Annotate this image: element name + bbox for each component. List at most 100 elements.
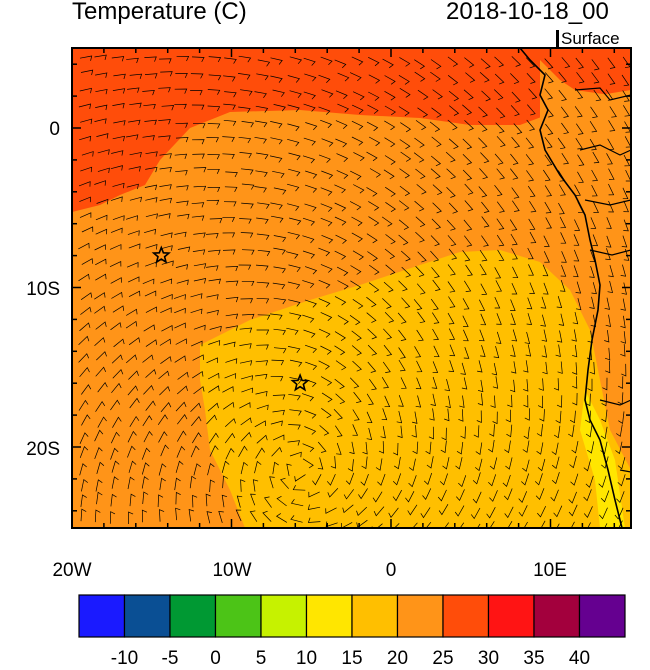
wind-barb <box>544 72 554 84</box>
wind-barb <box>462 154 473 165</box>
wind-barb <box>513 123 523 135</box>
wind-barb <box>287 183 300 192</box>
wind-barb <box>289 56 303 65</box>
wind-barb <box>190 308 203 315</box>
wind-barb <box>302 217 316 226</box>
wind-barb <box>112 368 124 379</box>
wind-barb <box>432 279 441 291</box>
wind-barb <box>351 136 364 146</box>
wind-barb <box>495 122 505 134</box>
wind-barb <box>336 153 349 162</box>
wind-barb <box>287 104 300 113</box>
wind-barb <box>143 324 155 332</box>
wind-barb <box>193 324 206 331</box>
wind-barb <box>439 473 448 486</box>
wind-barb <box>128 119 141 126</box>
wind-barb <box>192 354 204 361</box>
wind-barb <box>464 183 474 195</box>
wind-barb <box>320 56 333 66</box>
wind-barb <box>537 395 543 409</box>
colorbar-label: 20 <box>386 648 409 669</box>
wind-barb <box>175 338 187 345</box>
wind-barb <box>585 424 593 438</box>
wind-barb <box>193 123 206 129</box>
wind-barb <box>289 217 302 226</box>
wind-barb <box>207 402 219 412</box>
wind-barb <box>142 491 149 505</box>
wind-barb <box>368 56 380 67</box>
wind-barb <box>176 445 186 458</box>
star-1-marker <box>151 245 171 264</box>
wind-barb <box>401 297 411 309</box>
wind-barb <box>608 265 614 278</box>
wind-barb <box>321 234 334 244</box>
wind-barb <box>415 377 422 390</box>
wind-barb <box>287 346 301 354</box>
wind-barb <box>175 460 184 473</box>
wind-barb <box>413 299 423 311</box>
wind-barb <box>545 217 552 229</box>
wind-barb <box>176 185 189 191</box>
wind-barb <box>510 168 519 180</box>
wind-barb <box>572 362 578 375</box>
wind-barb <box>95 366 107 377</box>
colorbar-label: 25 <box>432 648 454 669</box>
wind-barb <box>304 203 317 212</box>
wind-barb <box>143 430 153 443</box>
wind-barb <box>622 187 629 200</box>
wind-barb <box>275 513 288 523</box>
wind-barb <box>208 278 221 284</box>
wind-barb <box>426 456 434 469</box>
wind-barb <box>191 56 205 63</box>
wind-barb <box>145 243 158 250</box>
wind-barb <box>430 59 442 70</box>
wind-barb <box>94 429 104 442</box>
wind-barb <box>79 432 89 444</box>
wind-barb <box>368 136 381 147</box>
wind-barb <box>587 522 591 528</box>
wind-barb <box>223 401 235 410</box>
wind-barb <box>454 505 465 517</box>
wind-barb <box>207 123 221 129</box>
wind-barb <box>255 170 268 177</box>
wind-barb <box>484 521 495 528</box>
wind-barb <box>81 384 92 395</box>
wind-barb <box>256 434 268 444</box>
wind-barb <box>347 459 354 472</box>
wind-barb <box>511 282 518 295</box>
wind-barb <box>496 168 506 180</box>
wind-barb <box>399 139 411 150</box>
wind-barb <box>551 442 559 456</box>
wind-barb <box>551 456 560 470</box>
wind-barb <box>511 187 520 199</box>
wind-barb <box>222 249 236 255</box>
wind-barb <box>505 409 511 423</box>
wind-barb <box>417 251 427 263</box>
wind-barb <box>568 424 575 438</box>
wind-barb <box>543 251 550 263</box>
wind-barb <box>384 395 391 408</box>
wind-barb <box>158 119 171 125</box>
wind-barb <box>408 458 416 472</box>
wind-barb <box>173 294 186 300</box>
wind-barb <box>222 136 235 142</box>
wind-barb <box>349 201 362 211</box>
wind-barb <box>337 315 349 325</box>
wind-barb <box>494 296 501 309</box>
wind-barb <box>127 385 139 396</box>
wind-barb <box>334 202 347 212</box>
wind-barb <box>464 200 474 212</box>
wind-barb <box>526 297 533 310</box>
wind-barb <box>239 152 252 159</box>
wind-barb <box>446 187 456 198</box>
wind-barb <box>502 474 511 488</box>
wind-barb <box>571 441 579 454</box>
wind-barb <box>145 400 156 411</box>
wind-barb <box>334 184 346 194</box>
wind-barb <box>573 234 580 246</box>
wind-barb <box>159 153 172 159</box>
wind-barb <box>496 218 505 230</box>
wind-barb <box>96 198 109 205</box>
wind-barb <box>447 281 456 293</box>
wind-barb <box>110 227 123 234</box>
